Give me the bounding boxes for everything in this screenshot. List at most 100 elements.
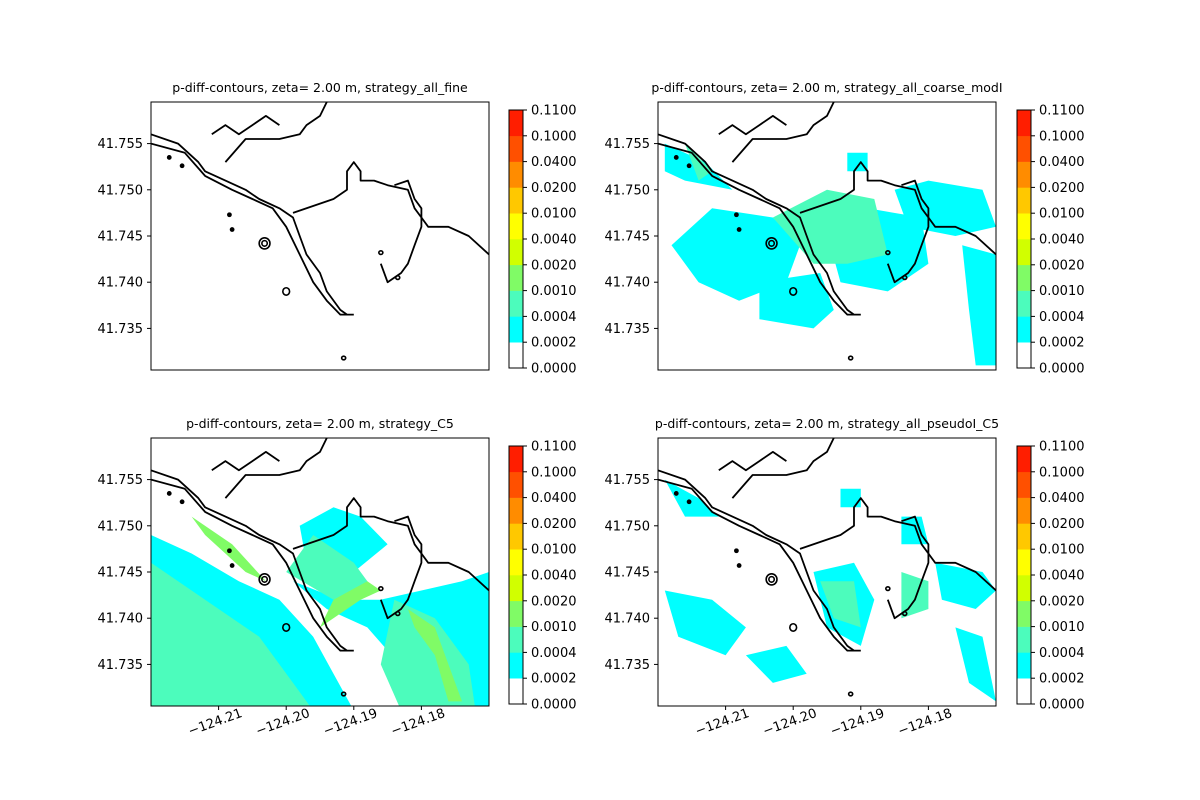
- colorbar: 0.0000 0.0002 0.0004 0.0010 0.0020 0.0040 0.01…: [1016, 440, 1085, 713]
- island: [229, 563, 235, 568]
- colorbar-swatch: [509, 161, 523, 188]
- island: [258, 237, 271, 250]
- coastline: [658, 478, 854, 652]
- colorbar-swatch: [509, 110, 523, 137]
- coastline: [151, 478, 347, 652]
- y-tick-label: 41.745: [98, 230, 144, 245]
- colorbar-tick-label: 0.0400: [1039, 491, 1085, 506]
- y-tick-label: 41.740: [605, 612, 651, 627]
- y-tick-label: 41.735: [605, 322, 651, 337]
- colorbar-swatch: [509, 471, 523, 498]
- coastline: [718, 115, 787, 136]
- island: [901, 274, 908, 281]
- colorbar-tick-label: 0.0002: [1039, 336, 1085, 351]
- island: [686, 163, 692, 169]
- island: [261, 239, 269, 247]
- colorbar-tick-label: 0.1000: [1039, 465, 1085, 480]
- colorbar-swatch: [1017, 626, 1031, 653]
- colorbar-swatch: [1017, 575, 1031, 602]
- island: [768, 239, 776, 247]
- colorbar-tick-label: 0.0400: [1039, 155, 1085, 170]
- colorbar-swatch: [509, 446, 523, 473]
- colorbar-tick-label: 0.0040: [531, 233, 577, 248]
- contour-area: [658, 438, 996, 702]
- contour-patch: [745, 645, 807, 683]
- island: [229, 227, 235, 232]
- contour-patch: [840, 488, 861, 508]
- colorbar-tick-label: 0.0020: [1039, 258, 1085, 273]
- panel-title: p-diff-contours, zeta= 2.00 m, strategy_…: [651, 80, 1002, 95]
- coastline: [224, 102, 328, 163]
- x-tick-label: −124.20: [761, 706, 819, 739]
- colorbar-tick-label: 0.0100: [531, 543, 577, 558]
- island: [282, 286, 291, 296]
- island: [227, 548, 232, 554]
- colorbar-tick-label: 0.0100: [1039, 543, 1085, 558]
- colorbar-swatch: [509, 187, 523, 214]
- colorbar-swatch: [1017, 600, 1031, 627]
- y-tick-label: 41.735: [605, 658, 651, 673]
- coastline: [731, 102, 835, 163]
- coastline: [658, 142, 854, 316]
- island: [166, 491, 172, 496]
- coastline: [151, 142, 347, 316]
- colorbar-tick-label: 0.0000: [1039, 362, 1085, 377]
- colorbar-tick-label: 0.0000: [531, 698, 577, 713]
- contour-area: [658, 102, 996, 366]
- y-tick-label: 41.755: [98, 473, 144, 488]
- coastline: [658, 133, 861, 316]
- coastline: [799, 497, 996, 592]
- island: [847, 355, 854, 361]
- coastline: [658, 469, 861, 652]
- island: [378, 249, 384, 256]
- contour-patch: [962, 245, 996, 366]
- colorbar-swatch: [509, 213, 523, 240]
- y-tick-label: 41.735: [98, 658, 144, 673]
- colorbar-swatch: [509, 575, 523, 602]
- contour-patch: [671, 208, 800, 301]
- coastline: [151, 133, 354, 316]
- colorbar-swatch: [1017, 264, 1031, 291]
- coastline: [731, 438, 835, 499]
- colorbar-swatch: [509, 652, 523, 679]
- island: [261, 575, 269, 583]
- colorbar-swatch: [1017, 161, 1031, 188]
- island: [394, 610, 401, 617]
- x-tick-label: −124.21: [693, 706, 751, 739]
- coastline: [224, 438, 328, 499]
- island: [885, 249, 891, 256]
- colorbar-tick-label: 0.1100: [531, 440, 577, 455]
- colorbar-swatch: [509, 342, 523, 369]
- x-tick-label: −124.19: [322, 706, 380, 739]
- y-tick-label: 41.740: [98, 612, 144, 627]
- coastline: [886, 179, 930, 284]
- x-tick-label: −124.20: [254, 706, 312, 739]
- island: [179, 163, 185, 169]
- colorbar-swatch: [509, 497, 523, 524]
- y-tick-label: 41.740: [98, 276, 144, 291]
- colorbar-tick-label: 0.0002: [1039, 672, 1085, 687]
- colorbar-tick-label: 0.0002: [531, 336, 577, 351]
- x-tick-label: −124.19: [829, 706, 887, 739]
- colorbar-swatch: [509, 135, 523, 162]
- x-tick-label: −124.21: [186, 706, 244, 739]
- colorbar-tick-label: 0.1100: [1039, 104, 1085, 119]
- colorbar-swatch: [1017, 135, 1031, 162]
- colorbar-swatch: [1017, 523, 1031, 550]
- island: [789, 622, 798, 632]
- colorbar-swatch: [509, 316, 523, 343]
- colorbar-swatch: [1017, 497, 1031, 524]
- colorbar-tick-label: 0.0400: [531, 491, 577, 506]
- island: [885, 585, 891, 592]
- colorbar-tick-label: 0.0400: [531, 155, 577, 170]
- island: [736, 227, 742, 232]
- colorbar-tick-label: 0.0040: [1039, 233, 1085, 248]
- colorbar-tick-label: 0.0200: [531, 517, 577, 532]
- panel-title: p-diff-contours, zeta= 2.00 m, strategy_…: [186, 416, 454, 431]
- colorbar-swatch: [1017, 187, 1031, 214]
- colorbar-swatch: [509, 626, 523, 653]
- colorbar-tick-label: 0.0040: [1039, 569, 1085, 584]
- coastline: [211, 115, 280, 136]
- colorbar-tick-label: 0.0200: [531, 181, 577, 196]
